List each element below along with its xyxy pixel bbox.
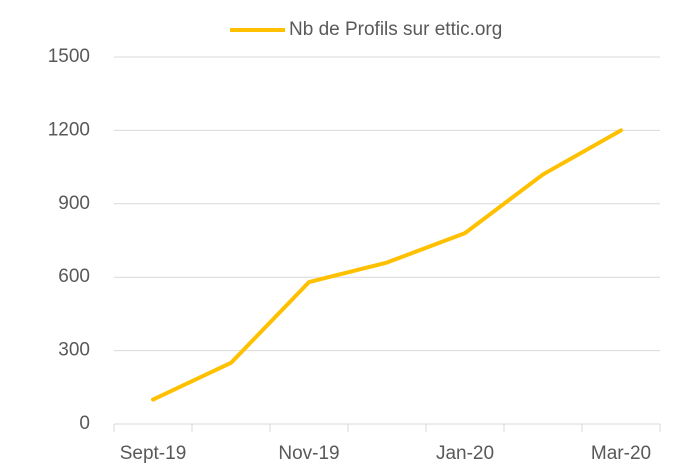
y-tick-label: 1500 [48,46,90,67]
x-tick-label: Nov-19 [278,443,339,464]
x-tick-label: Mar-20 [591,443,651,464]
y-tick-label: 600 [58,266,90,287]
y-tick-label: 900 [58,193,90,214]
y-tick-label: 1200 [48,119,90,140]
x-tick-label: Jan-20 [436,443,494,464]
x-tick-label: Sept-19 [120,443,187,464]
y-tick-label: 0 [79,413,90,434]
line [151,128,623,402]
y-tick-label: 300 [58,340,90,361]
legend-label: Nb de Profils sur ettic.org [289,19,502,40]
